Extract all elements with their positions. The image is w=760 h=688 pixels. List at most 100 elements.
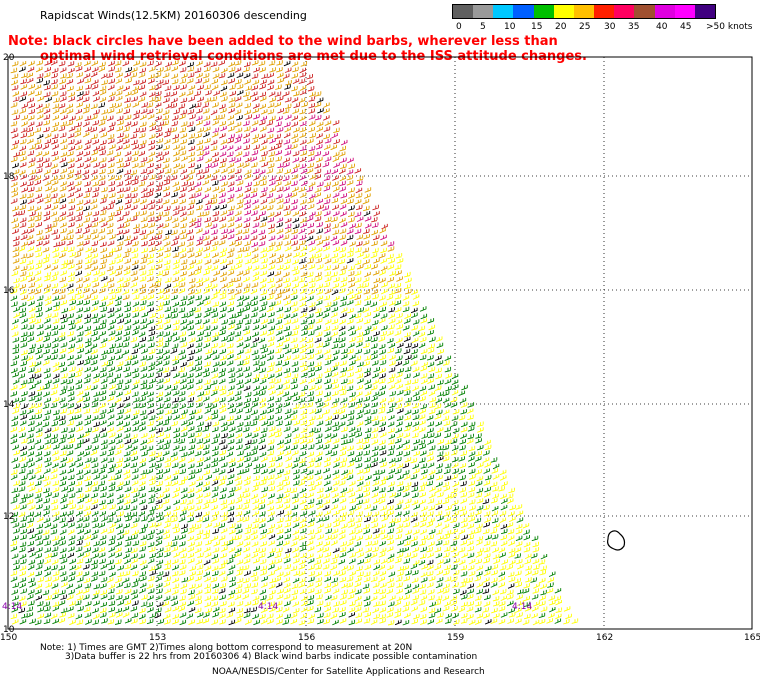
wind-barb	[219, 360, 226, 367]
wind-barb	[84, 583, 92, 589]
wind-barb	[283, 121, 291, 128]
wind-barb	[130, 67, 138, 73]
wind-barb	[211, 409, 218, 416]
wind-barb	[188, 391, 195, 397]
wind-barb	[10, 198, 18, 204]
wind-barb	[35, 222, 42, 228]
wind-barb	[219, 162, 226, 169]
wind-barb	[434, 487, 442, 494]
wind-barb	[219, 301, 226, 308]
wind-barb	[76, 426, 83, 432]
wind-barb	[251, 306, 259, 313]
wind-barb	[154, 487, 162, 493]
wind-barb	[100, 420, 107, 426]
wind-barb	[291, 427, 299, 433]
wind-barb	[459, 397, 467, 404]
wind-barb	[252, 595, 260, 602]
wind-barb	[66, 103, 73, 110]
wind-barb	[52, 373, 60, 379]
wind-barb	[109, 343, 116, 349]
wind-barb	[219, 408, 227, 414]
wind-barb	[218, 72, 226, 79]
wind-barb	[162, 79, 169, 86]
wind-barb	[380, 301, 387, 308]
wind-barb	[435, 367, 442, 374]
wind-barb	[220, 145, 227, 151]
wind-barb	[27, 324, 35, 330]
wind-barb	[202, 516, 210, 523]
wind-barb	[130, 511, 138, 518]
wind-barb	[381, 510, 388, 517]
wind-barb	[67, 360, 75, 367]
wind-barb	[133, 228, 140, 234]
wind-barb	[18, 397, 26, 403]
wind-barb	[349, 294, 356, 300]
wind-barb	[188, 469, 196, 475]
wind-barb	[307, 361, 314, 367]
wind-barb	[213, 270, 220, 277]
wind-barb	[292, 367, 299, 373]
wind-barb	[275, 456, 282, 462]
wind-barb	[85, 126, 92, 133]
wind-barb	[507, 583, 515, 589]
wind-barb	[210, 379, 218, 386]
wind-barb	[244, 528, 251, 535]
wind-barb	[107, 468, 115, 474]
wind-barb	[60, 385, 68, 391]
wind-barb	[124, 372, 132, 378]
wind-barb	[205, 348, 212, 355]
wind-barb	[155, 61, 162, 67]
wind-barb	[67, 181, 74, 187]
wind-barb	[267, 349, 274, 356]
wind-barb	[44, 553, 52, 559]
wind-barb	[35, 391, 42, 398]
wind-barb	[189, 438, 196, 444]
wind-barb	[411, 325, 418, 331]
wind-barb	[59, 498, 67, 504]
wind-barb	[475, 492, 482, 498]
wind-barb	[132, 420, 139, 426]
wind-barb	[131, 264, 139, 271]
wind-barb	[27, 162, 35, 168]
wind-barb	[314, 102, 322, 108]
wind-barb	[187, 252, 195, 259]
wind-barb	[99, 450, 107, 457]
wind-barb	[506, 594, 514, 600]
wind-barb	[149, 96, 156, 103]
wind-barb	[234, 168, 242, 175]
wind-barb	[186, 247, 194, 253]
wind-barb	[186, 320, 194, 326]
wind-barb	[396, 421, 403, 427]
wind-barb	[292, 529, 299, 536]
wind-barb	[131, 90, 138, 96]
wind-barb	[171, 288, 178, 294]
wind-barb	[123, 414, 131, 421]
wind-barb	[109, 378, 116, 385]
wind-barb	[372, 391, 380, 397]
wind-barb	[213, 289, 220, 296]
wind-barb	[149, 378, 156, 384]
wind-barb	[284, 84, 291, 90]
wind-barb	[197, 84, 204, 91]
wind-barb	[139, 79, 146, 85]
wind-barb	[12, 162, 19, 169]
wind-barb	[194, 547, 202, 554]
wind-barb	[123, 282, 130, 288]
wind-barb	[20, 84, 28, 90]
wind-barb	[291, 266, 298, 272]
wind-barb	[180, 121, 188, 127]
wind-barb	[68, 535, 76, 541]
wind-barb	[101, 516, 108, 522]
wind-barb	[171, 115, 179, 121]
wind-barb	[77, 606, 84, 612]
wind-barb	[52, 456, 60, 462]
wind-barb	[235, 433, 243, 439]
wind-barb	[43, 126, 50, 133]
wind-barb	[202, 180, 209, 186]
wind-barb	[163, 265, 171, 271]
wind-barb	[228, 426, 236, 433]
wind-barb	[363, 492, 370, 498]
wind-barb	[180, 432, 188, 438]
wind-barb	[195, 228, 203, 234]
wind-barb	[131, 276, 139, 282]
